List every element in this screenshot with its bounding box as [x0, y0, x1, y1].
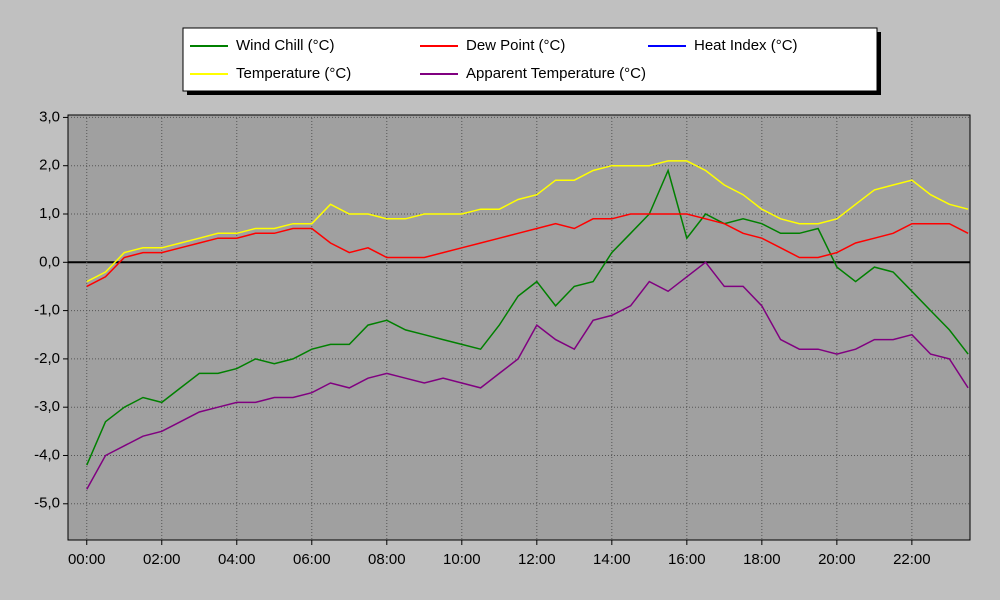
x-tick-label: 20:00 [818, 551, 856, 568]
legend-label: Wind Chill (°C) [236, 37, 335, 54]
legend-label: Dew Point (°C) [466, 37, 565, 54]
legend-label: Apparent Temperature (°C) [466, 65, 646, 82]
plot-area [67, 114, 971, 541]
x-tick-label: 12:00 [518, 551, 556, 568]
x-tick-label: 22:00 [893, 551, 931, 568]
legend-label: Heat Index (°C) [694, 37, 798, 54]
series-line [86, 168, 969, 466]
y-tick-label: -5,0 [34, 495, 60, 512]
x-tick-label: 08:00 [368, 551, 406, 568]
x-tick-label: 14:00 [593, 551, 631, 568]
y-tick-label: -4,0 [34, 446, 60, 463]
x-tick-label: 00:00 [68, 551, 106, 568]
y-tick-label: 2,0 [39, 157, 60, 174]
y-tick-label: 1,0 [39, 205, 60, 222]
x-tick-label: 04:00 [218, 551, 256, 568]
x-tick-label: 18:00 [743, 551, 781, 568]
y-tick-label: 0,0 [39, 253, 60, 270]
series-line [86, 160, 969, 283]
legend-label: Temperature (°C) [236, 65, 351, 82]
x-tick-label: 16:00 [668, 551, 706, 568]
y-tick-label: 3,0 [39, 108, 60, 125]
x-tick-label: 10:00 [443, 551, 481, 568]
y-tick-label: -1,0 [34, 302, 60, 319]
series-line [86, 213, 969, 288]
y-tick-label: -2,0 [34, 350, 60, 367]
y-tick-label: -3,0 [34, 398, 60, 415]
series-line [86, 261, 969, 490]
x-tick-label: 02:00 [143, 551, 181, 568]
x-tick-label: 06:00 [293, 551, 331, 568]
legend-box [182, 27, 878, 92]
